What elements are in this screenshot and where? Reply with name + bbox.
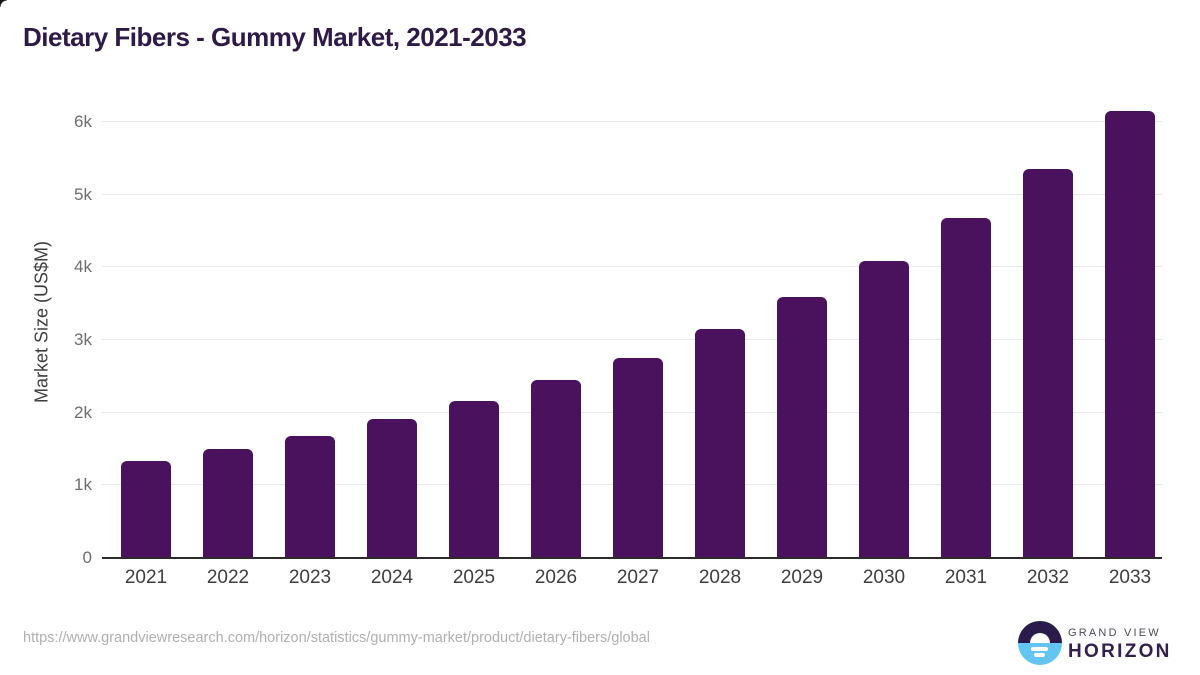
y-tick-5k: 5k — [74, 184, 92, 204]
bar-2021[interactable] — [121, 461, 171, 558]
brand-name: GRAND VIEW HORIZON — [1068, 627, 1172, 663]
bars-layer — [102, 98, 1162, 558]
x-tick-2027: 2027 — [616, 567, 660, 588]
gridline-5k — [102, 193, 1162, 195]
logo-sky-half — [1018, 621, 1062, 643]
logo-sun-shape — [1030, 633, 1050, 643]
corner-artifact — [0, 0, 7, 7]
bar-2025[interactable] — [449, 401, 499, 558]
sunrise-horizon-icon — [1018, 621, 1062, 665]
bar-2029[interactable] — [777, 296, 827, 558]
y-tick-1k: 1k — [74, 475, 92, 495]
gridline-6k — [102, 120, 1162, 122]
x-tick-2025: 2025 — [452, 567, 496, 588]
chart-title: Dietary Fibers - Gummy Market, 2021-2033 — [23, 22, 527, 52]
y-axis-title: Market Size (US$M) — [31, 240, 52, 404]
brand-name-horizon: HORIZON — [1068, 641, 1172, 662]
gridline-4k — [102, 266, 1162, 268]
gridline-3k — [102, 339, 1162, 340]
bar-2023[interactable] — [285, 435, 335, 558]
logo-reflection-bar-1 — [1031, 647, 1048, 651]
bar-2022[interactable] — [203, 448, 253, 558]
bar-2030[interactable] — [859, 260, 909, 558]
x-tick-2021: 2021 — [124, 567, 168, 588]
brand-name-grand-view: GRAND VIEW — [1068, 627, 1161, 639]
bar-2031[interactable] — [941, 217, 991, 558]
x-tick-2024: 2024 — [370, 567, 414, 588]
x-tick-2022: 2022 — [206, 567, 250, 588]
bar-2033[interactable] — [1105, 111, 1155, 558]
x-tick-2030: 2030 — [862, 567, 906, 588]
x-tick-2028: 2028 — [698, 567, 742, 588]
x-tick-2032: 2032 — [1026, 567, 1070, 588]
y-tick-6k: 6k — [74, 111, 92, 131]
bar-2028[interactable] — [695, 329, 745, 558]
logo-reflection-bar-2 — [1034, 653, 1045, 657]
source-url: https://www.grandviewresearch.com/horizo… — [23, 630, 650, 646]
y-tick-0: 0 — [82, 548, 92, 567]
bar-2026[interactable] — [531, 379, 581, 558]
bar-2027[interactable] — [613, 357, 663, 558]
y-tick-3k: 3k — [74, 330, 92, 349]
x-tick-2033: 2033 — [1108, 567, 1152, 588]
y-tick-2k: 2k — [74, 402, 92, 422]
x-tick-2031: 2031 — [944, 567, 988, 588]
y-tick-4k: 4k — [74, 257, 92, 277]
bar-2032[interactable] — [1023, 169, 1073, 558]
x-tick-2029: 2029 — [780, 567, 824, 588]
plot-area: 0 1k 2k 3k 4k 5k 6k 2021 2022 2023 2024 2025 2026 20… — [74, 98, 1162, 588]
x-tick-2026: 2026 — [534, 567, 578, 588]
x-axis-line — [102, 557, 1162, 559]
bar-2024[interactable] — [367, 419, 417, 558]
x-tick-2023: 2023 — [288, 567, 332, 588]
